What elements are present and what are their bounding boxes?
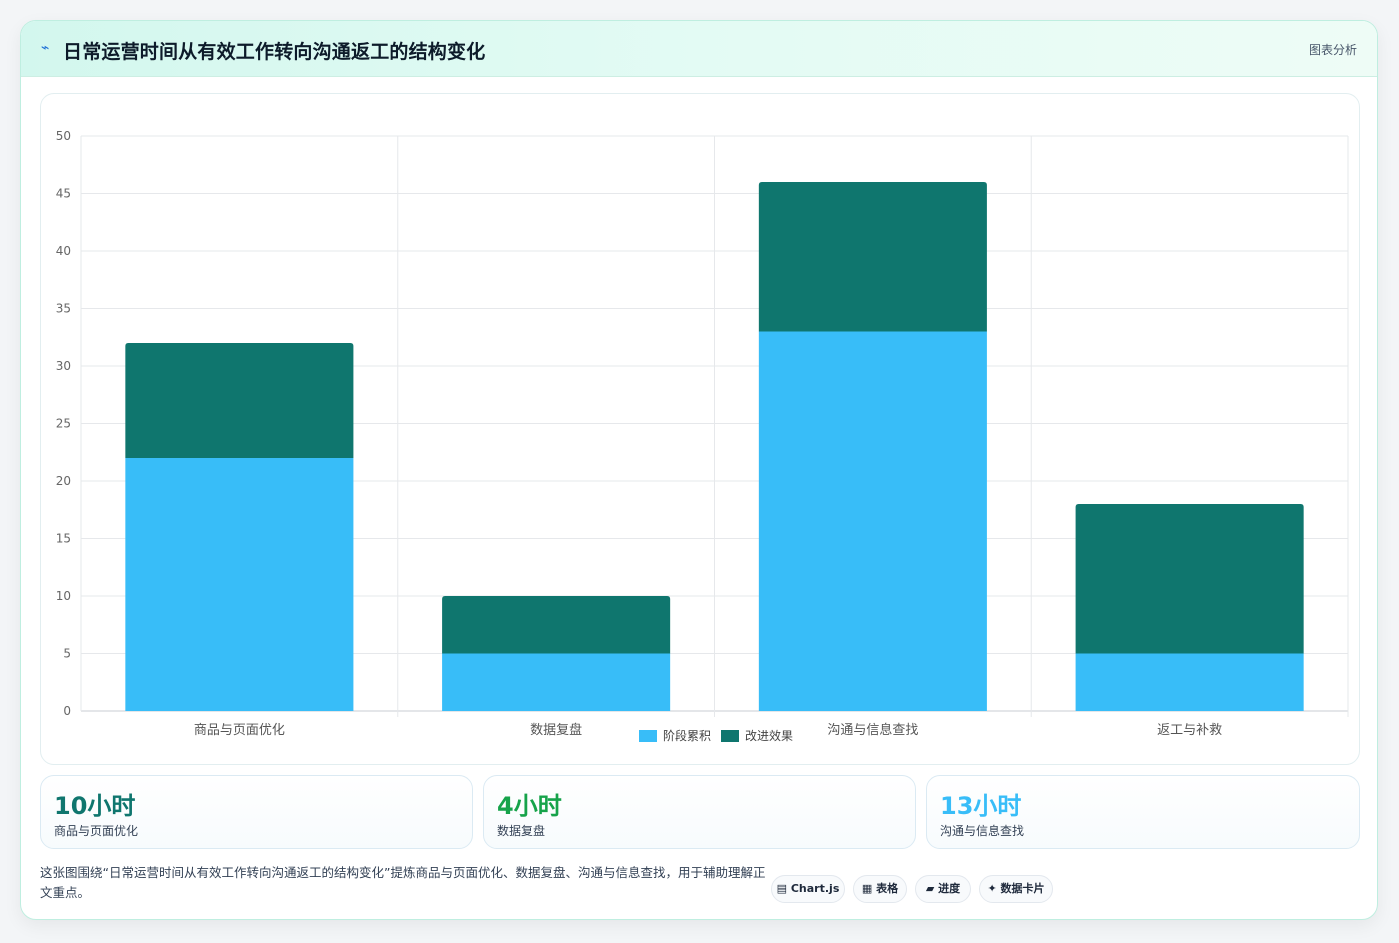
stat-label: 数据复盘: [497, 824, 546, 838]
legend-label: 阶段累积: [663, 728, 711, 743]
y-tick-label: 0: [63, 704, 71, 718]
y-tick-label: 40: [56, 244, 71, 258]
stat-card-3: 13小时 沟通与信息查找: [926, 775, 1360, 849]
y-tick-label: 35: [56, 302, 71, 316]
stat-label: 沟通与信息查找: [940, 824, 1025, 838]
chart-title: 日常运营时间从有效工作转向沟通返工的结构变化: [63, 41, 486, 63]
progress-icon: ▰: [925, 882, 935, 895]
bar-segment: [1075, 504, 1304, 654]
legend-swatch: [721, 730, 739, 742]
stat-card-2: 4小时 数据复盘: [483, 775, 916, 849]
chart-card: ⌁ 日常运营时间从有效工作转向沟通返工的结构变化 图表分析 0 5 10 15 20 25…: [20, 20, 1378, 920]
chart-description: 这张图围绕“日常运营时间从有效工作转向沟通返工的结构变化”提炼商品与页面优化、数…: [40, 865, 766, 900]
chart-analysis-label: 图表分析: [1308, 43, 1357, 57]
tag-label: 进度: [938, 882, 961, 895]
stat-value: 13小时: [940, 792, 1022, 820]
x-tick-label: 数据复盘: [530, 722, 582, 738]
bar-segment: [442, 653, 671, 711]
y-tick-label: 10: [56, 589, 71, 603]
bar-segment: [125, 343, 354, 458]
y-tick-label: 45: [56, 187, 71, 201]
x-tick-label: 商品与页面优化: [194, 723, 285, 738]
legend-swatch: [639, 730, 657, 742]
y-tick-label: 30: [56, 359, 71, 373]
chart-area: 0 5 10 15 20 25 30 35 40 45 50 商品与页面优化 数据复盘 沟通与信息查找 返工…: [40, 93, 1360, 765]
card-header: ⌁ 日常运营时间从有效工作转向沟通返工的结构变化 图表分析: [21, 21, 1377, 77]
trend-icon: ⌁: [41, 40, 50, 56]
stat-card-1: 10小时 商品与页面优化: [40, 775, 473, 849]
y-tick-label: 20: [56, 474, 71, 488]
legend-label: 改进效果: [745, 728, 793, 743]
tag-data-card[interactable]: ✦ 数据卡片: [979, 875, 1053, 903]
bar-segment: [442, 596, 671, 654]
stat-value: 4小时: [497, 792, 562, 820]
y-tick-label: 50: [56, 129, 71, 143]
y-tick-label: 5: [63, 647, 71, 661]
table-icon: ▦: [861, 882, 873, 895]
tag-label: 表格: [876, 882, 899, 895]
stat-label: 商品与页面优化: [54, 824, 139, 838]
bar-segment: [125, 458, 354, 711]
bar-segment: [758, 331, 987, 711]
y-tick-label: 15: [56, 532, 71, 546]
tag-table[interactable]: ▦ 表格: [853, 875, 907, 903]
stat-value: 10小时: [54, 792, 136, 820]
tag-label: 数据卡片: [1000, 882, 1045, 895]
chart-icon: ▤: [776, 882, 788, 895]
y-tick-label: 25: [56, 417, 71, 431]
stacked-bar-chart: 0 5 10 15 20 25 30 35 40 45 50 商品与页面优化 数据复盘 沟通与信息查找 返工…: [56, 129, 1349, 743]
tag-label: Chart.js: [790, 882, 840, 895]
tag-chartjs[interactable]: ▤ Chart.js: [771, 875, 845, 903]
x-tick-label: 返工与补救: [1157, 722, 1222, 738]
x-tick-label: 沟通与信息查找: [827, 722, 918, 738]
bar-segment: [1075, 653, 1304, 711]
bar-segment: [758, 182, 987, 332]
sparkle-icon: ✦: [987, 882, 997, 895]
tag-progress[interactable]: ▰ 进度: [915, 875, 971, 903]
